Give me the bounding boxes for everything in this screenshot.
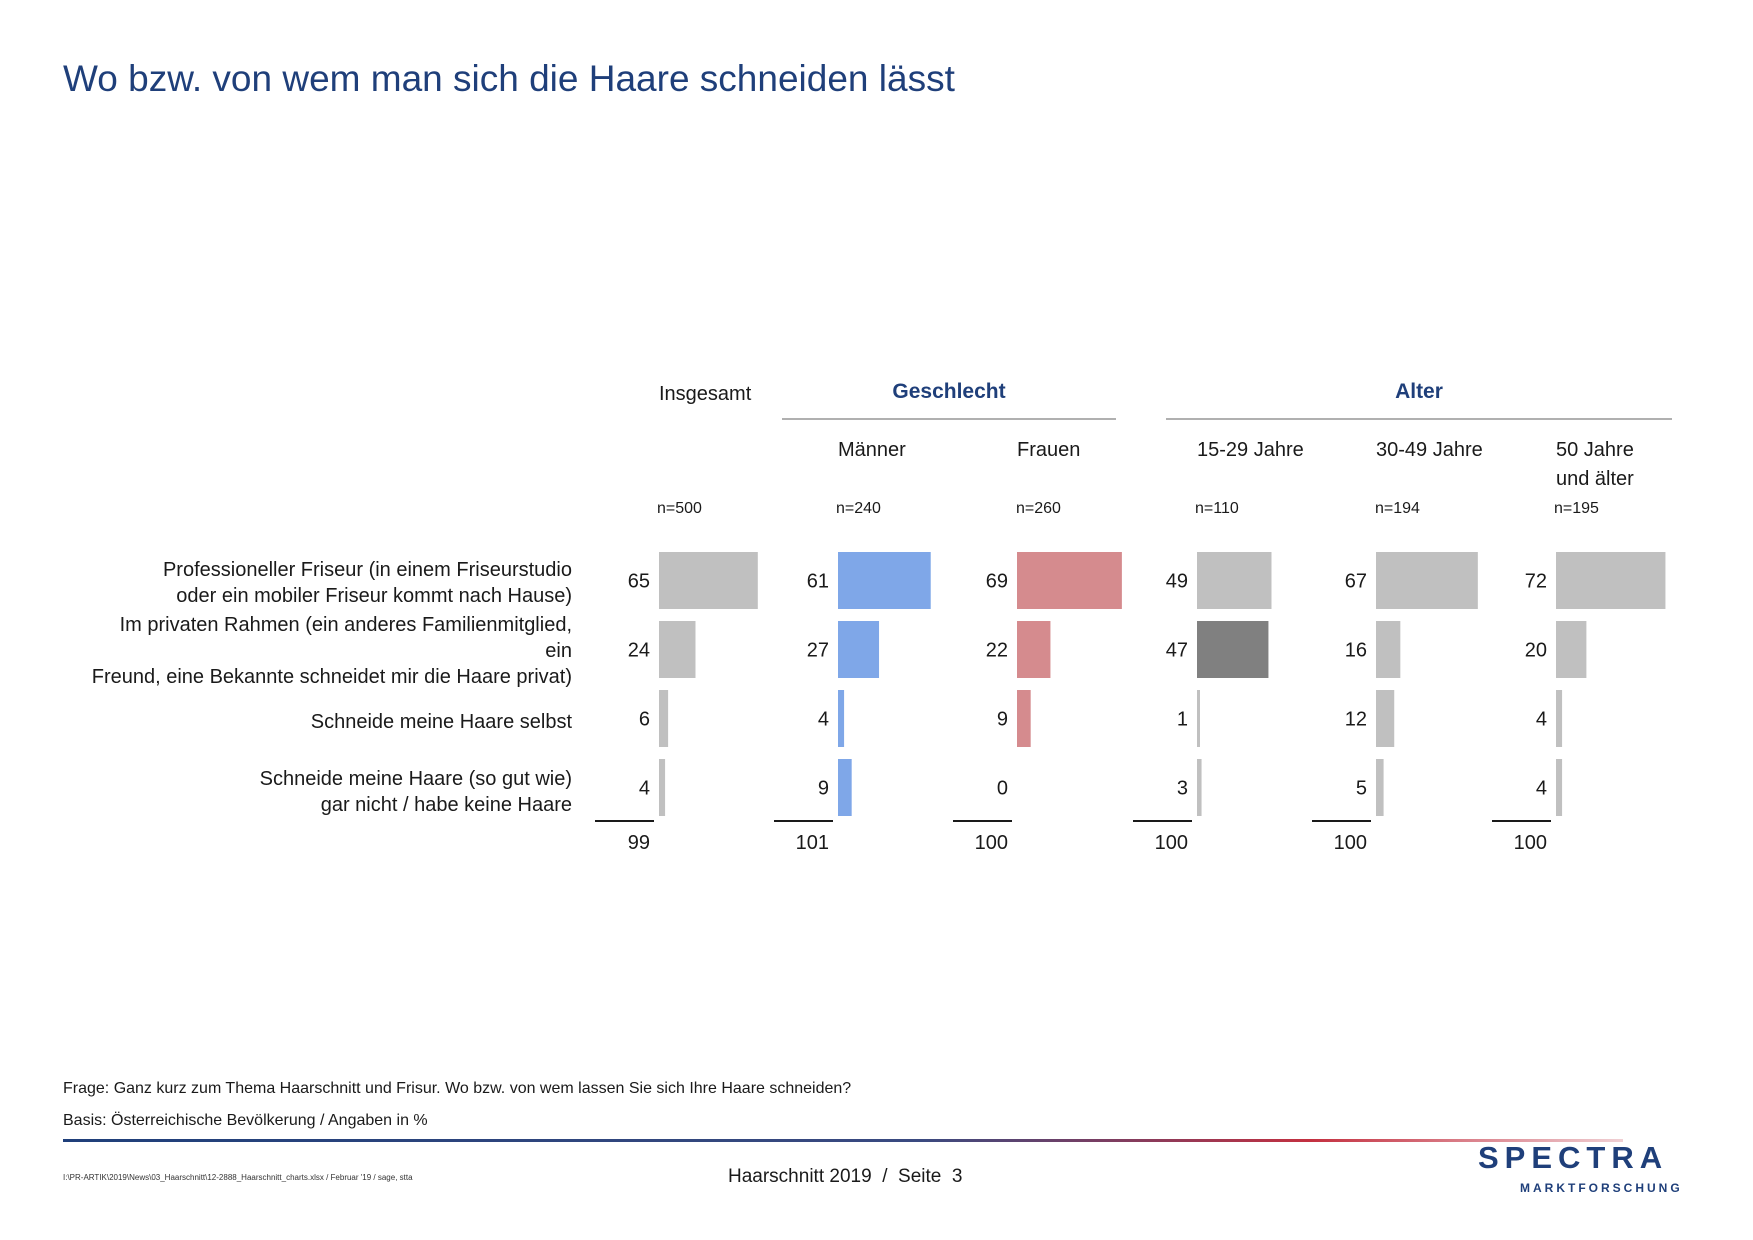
bar-insgesamt-row3 (659, 690, 669, 747)
value-label-30-49-row4: 5 (1356, 778, 1367, 800)
row-label-privater-rahmen: Im privaten Rahmen (ein anderes Familien… (91, 614, 572, 687)
column-header-maenner: Männer (838, 439, 906, 461)
value-label-maenner-row1: 61 (807, 571, 829, 593)
column-header-15-29: 15-29 Jahre (1197, 439, 1304, 461)
value-label-15-29-row4: 3 (1177, 778, 1188, 800)
value-label-50-plus-row3: 4 (1536, 709, 1547, 731)
group-header-alter: Alter (1395, 380, 1443, 403)
bar-maenner-row4 (838, 759, 852, 816)
spectra-logo: SPECTRA MARKTFORSCHUNG (1478, 1140, 1693, 1200)
value-label-frauen-row4: 0 (997, 778, 1008, 800)
group-underline-geschlecht (782, 418, 1116, 420)
bar-50-plus-row2 (1556, 621, 1587, 678)
value-label-maenner-row2: 27 (807, 640, 829, 662)
bar-frauen-row2 (1017, 621, 1051, 678)
row-label-professioneller-friseur: Professioneller Friseur (in einem Friseu… (162, 559, 572, 607)
total-50-plus: 100 (1514, 832, 1547, 854)
group-underline-alter (1166, 418, 1672, 420)
value-label-50-plus-row1: 72 (1525, 571, 1547, 593)
logo-wordmark: SPECTRA (1478, 1140, 1669, 1175)
sample-size-15-29: n=110 (1195, 500, 1239, 517)
bar-50-plus-row4 (1556, 759, 1563, 816)
value-label-15-29-row3: 1 (1177, 709, 1188, 731)
bar-15-29-row2 (1197, 621, 1269, 678)
bar-maenner-row1 (838, 552, 931, 609)
group-header-geschlecht: Geschlecht (892, 380, 1006, 403)
basis-text: Basis: Österreichische Bevölkerung / Ang… (63, 1112, 428, 1129)
value-label-frauen-row2: 22 (986, 640, 1008, 662)
column-header-frauen: Frauen (1017, 439, 1081, 461)
column-header-insgesamt: Insgesamt (659, 383, 752, 405)
bar-maenner-row2 (838, 621, 880, 678)
value-label-30-49-row3: 12 (1345, 709, 1367, 731)
value-label-15-29-row1: 49 (1166, 571, 1188, 593)
value-label-insgesamt-row2: 24 (628, 640, 650, 662)
bar-insgesamt-row1 (659, 552, 758, 609)
logo-subtitle: MARKTFORSCHUNG (1520, 1181, 1683, 1195)
bar-30-49-row4 (1376, 759, 1384, 816)
bar-50-plus-row1 (1556, 552, 1666, 609)
column-header-30-49: 30-49 Jahre (1376, 439, 1483, 461)
column-header-50-plus: 50 Jahre und älter (1556, 439, 1634, 490)
value-label-30-49-row1: 67 (1345, 571, 1367, 593)
bar-30-49-row2 (1376, 621, 1401, 678)
value-label-maenner-row3: 4 (818, 709, 829, 731)
bar-30-49-row1 (1376, 552, 1478, 609)
bar-frauen-row3 (1017, 690, 1031, 747)
value-label-50-plus-row2: 20 (1525, 640, 1547, 662)
bar-30-49-row3 (1376, 690, 1395, 747)
sample-size-insgesamt: n=500 (657, 500, 702, 517)
value-label-frauen-row1: 69 (986, 571, 1008, 593)
bar-insgesamt-row4 (659, 759, 666, 816)
value-label-15-29-row2: 47 (1166, 640, 1188, 662)
bar-maenner-row3 (838, 690, 845, 747)
total-15-29: 100 (1155, 832, 1188, 854)
total-insgesamt: 99 (628, 832, 650, 854)
sample-size-50-plus: n=195 (1554, 500, 1599, 517)
value-label-insgesamt-row1: 65 (628, 571, 650, 593)
bar-15-29-row3 (1197, 690, 1200, 747)
row-label-selbst: Schneide meine Haare selbst (310, 711, 572, 733)
row-label-gar-nicht: Schneide meine Haare (so gut wie) gar ni… (259, 768, 572, 816)
sample-size-30-49: n=194 (1375, 500, 1420, 517)
footer-divider (63, 1139, 1623, 1142)
value-label-50-plus-row4: 4 (1536, 778, 1547, 800)
total-30-49: 100 (1334, 832, 1367, 854)
value-label-30-49-row2: 16 (1345, 640, 1367, 662)
bar-insgesamt-row2 (659, 621, 696, 678)
page-info: Haarschnitt 2019 / Seite 3 (728, 1166, 963, 1187)
value-label-maenner-row4: 9 (818, 778, 829, 800)
bar-frauen-row1 (1017, 552, 1122, 609)
bar-15-29-row1 (1197, 552, 1272, 609)
page-title: Wo bzw. von wem man sich die Haare schne… (63, 58, 955, 99)
value-label-insgesamt-row4: 4 (639, 778, 650, 800)
sample-size-frauen: n=260 (1016, 500, 1061, 517)
total-frauen: 100 (975, 832, 1008, 854)
total-maenner: 101 (796, 832, 829, 854)
bar-chart: 6524649961274910169229010049471310067161… (595, 552, 1666, 854)
bar-50-plus-row3 (1556, 690, 1563, 747)
question-text: Frage: Ganz kurz zum Thema Haarschnitt u… (63, 1080, 852, 1097)
value-label-insgesamt-row3: 6 (639, 709, 650, 731)
file-path: I:\PR-ARTIK\2019\News\03_Haarschnitt\12-… (63, 1173, 413, 1182)
sample-size-maenner: n=240 (836, 500, 881, 517)
bar-15-29-row4 (1197, 759, 1202, 816)
value-label-frauen-row3: 9 (997, 709, 1008, 731)
